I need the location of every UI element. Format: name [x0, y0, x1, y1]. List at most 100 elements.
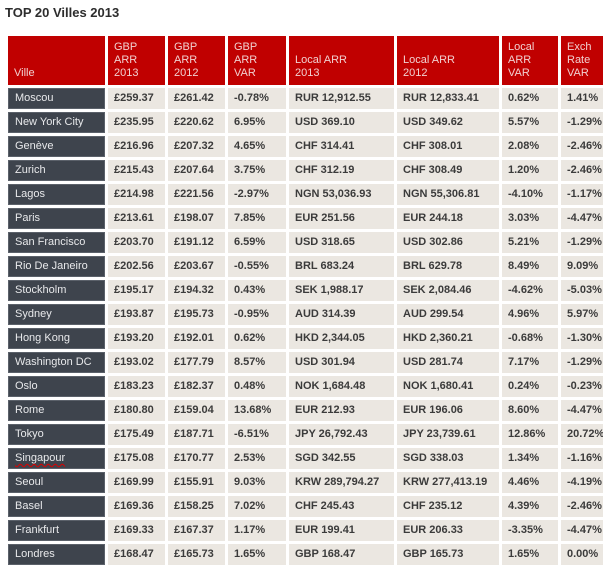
city-name-cell: New York City: [8, 112, 105, 133]
city-name-cell: Moscou: [8, 88, 105, 109]
value-cell: -1.29%: [561, 232, 603, 253]
table-row: Sydney £193.87 £195.73 -0.95% AUD 314.39 AUD …: [8, 304, 603, 325]
value-cell: KRW 277,413.19: [397, 472, 499, 493]
value-cell: 1.41%: [561, 88, 603, 109]
city-name-cell: Basel: [8, 496, 105, 517]
value-cell: GBP 168.47: [289, 544, 394, 565]
value-cell: 3.03%: [502, 208, 558, 229]
value-cell: -2.46%: [561, 136, 603, 157]
value-cell: £220.62: [168, 112, 225, 133]
value-cell: 2.53%: [228, 448, 286, 469]
table-row: Paris £213.61 £198.07 7.85% EUR 251.56 EUR 24…: [8, 208, 603, 229]
value-cell: -4.47%: [561, 400, 603, 421]
table-row: Genève £216.96 £207.32 4.65% CHF 314.41 CHF 3…: [8, 136, 603, 157]
value-cell: £155.91: [168, 472, 225, 493]
value-cell: 2.08%: [502, 136, 558, 157]
city-name-cell: Tokyo: [8, 424, 105, 445]
value-cell: -0.95%: [228, 304, 286, 325]
value-cell: -2.97%: [228, 184, 286, 205]
value-cell: 3.75%: [228, 160, 286, 181]
value-cell: £169.36: [108, 496, 165, 517]
value-cell: £215.43: [108, 160, 165, 181]
value-cell: £195.17: [108, 280, 165, 301]
value-cell: -4.62%: [502, 280, 558, 301]
value-cell: £175.49: [108, 424, 165, 445]
value-cell: USD 349.62: [397, 112, 499, 133]
city-name-cell: Washington DC: [8, 352, 105, 373]
value-cell: -4.47%: [561, 520, 603, 541]
page-title: TOP 20 Villes 2013: [5, 5, 120, 20]
value-cell: £158.25: [168, 496, 225, 517]
column-header: GBP ARR VAR: [228, 36, 286, 85]
table-row: San Francisco £203.70 £191.12 6.59% USD 318.…: [8, 232, 603, 253]
value-cell: 5.21%: [502, 232, 558, 253]
table-row: Londres £168.47 £165.73 1.65% GBP 168.47 GBP …: [8, 544, 603, 565]
value-cell: £235.95: [108, 112, 165, 133]
value-cell: £193.20: [108, 328, 165, 349]
value-cell: AUD 299.54: [397, 304, 499, 325]
value-cell: £221.56: [168, 184, 225, 205]
value-cell: 0.62%: [228, 328, 286, 349]
column-header: Local ARR 2013: [289, 36, 394, 85]
value-cell: £207.32: [168, 136, 225, 157]
value-cell: 7.02%: [228, 496, 286, 517]
value-cell: £169.99: [108, 472, 165, 493]
value-cell: £177.79: [168, 352, 225, 373]
value-cell: EUR 212.93: [289, 400, 394, 421]
value-cell: SEK 1,988.17: [289, 280, 394, 301]
value-cell: 20.72%: [561, 424, 603, 445]
value-cell: £159.04: [168, 400, 225, 421]
value-cell: £193.87: [108, 304, 165, 325]
value-cell: EUR 199.41: [289, 520, 394, 541]
value-cell: USD 369.10: [289, 112, 394, 133]
city-name-cell: Hong Kong: [8, 328, 105, 349]
table-row: Washington DC £193.02 £177.79 8.57% USD 301.…: [8, 352, 603, 373]
table-row: Singapour £175.08 £170.77 2.53% SGD 342.55 SG…: [8, 448, 603, 469]
value-cell: £169.33: [108, 520, 165, 541]
value-cell: £165.73: [168, 544, 225, 565]
value-cell: USD 301.94: [289, 352, 394, 373]
city-name-cell: Singapour: [8, 448, 105, 469]
value-cell: SGD 342.55: [289, 448, 394, 469]
column-header: Ville: [8, 36, 105, 85]
value-cell: EUR 206.33: [397, 520, 499, 541]
value-cell: GBP 165.73: [397, 544, 499, 565]
value-cell: 7.17%: [502, 352, 558, 373]
table-row: Hong Kong £193.20 £192.01 0.62% HKD 2,344.05…: [8, 328, 603, 349]
value-cell: £167.37: [168, 520, 225, 541]
value-cell: 0.00%: [561, 544, 603, 565]
value-cell: USD 302.86: [397, 232, 499, 253]
city-name-cell: Rio De Janeiro: [8, 256, 105, 277]
value-cell: CHF 314.41: [289, 136, 394, 157]
value-cell: NOK 1,684.48: [289, 376, 394, 397]
value-cell: £191.12: [168, 232, 225, 253]
table-row: Rome £180.80 £159.04 13.68% EUR 212.93 EUR 19…: [8, 400, 603, 421]
value-cell: £207.64: [168, 160, 225, 181]
value-cell: BRL 683.24: [289, 256, 394, 277]
table-row: Tokyo £175.49 £187.71 -6.51% JPY 26,792.43 JP…: [8, 424, 603, 445]
value-cell: -3.35%: [502, 520, 558, 541]
column-header: GBP ARR 2012: [168, 36, 225, 85]
value-cell: USD 318.65: [289, 232, 394, 253]
value-cell: KRW 289,794.27: [289, 472, 394, 493]
value-cell: £193.02: [108, 352, 165, 373]
value-cell: £183.23: [108, 376, 165, 397]
value-cell: £182.37: [168, 376, 225, 397]
value-cell: 7.85%: [228, 208, 286, 229]
value-cell: 8.60%: [502, 400, 558, 421]
value-cell: RUR 12,912.55: [289, 88, 394, 109]
value-cell: 0.43%: [228, 280, 286, 301]
city-name-cell: Oslo: [8, 376, 105, 397]
table-row: Seoul £169.99 £155.91 9.03% KRW 289,794.27 KR…: [8, 472, 603, 493]
value-cell: 0.62%: [502, 88, 558, 109]
value-cell: £187.71: [168, 424, 225, 445]
value-cell: £195.73: [168, 304, 225, 325]
value-cell: RUR 12,833.41: [397, 88, 499, 109]
column-header: Local ARR VAR: [502, 36, 558, 85]
value-cell: -4.47%: [561, 208, 603, 229]
city-name-cell: Rome: [8, 400, 105, 421]
value-cell: SEK 2,084.46: [397, 280, 499, 301]
value-cell: £214.98: [108, 184, 165, 205]
value-cell: JPY 23,739.61: [397, 424, 499, 445]
